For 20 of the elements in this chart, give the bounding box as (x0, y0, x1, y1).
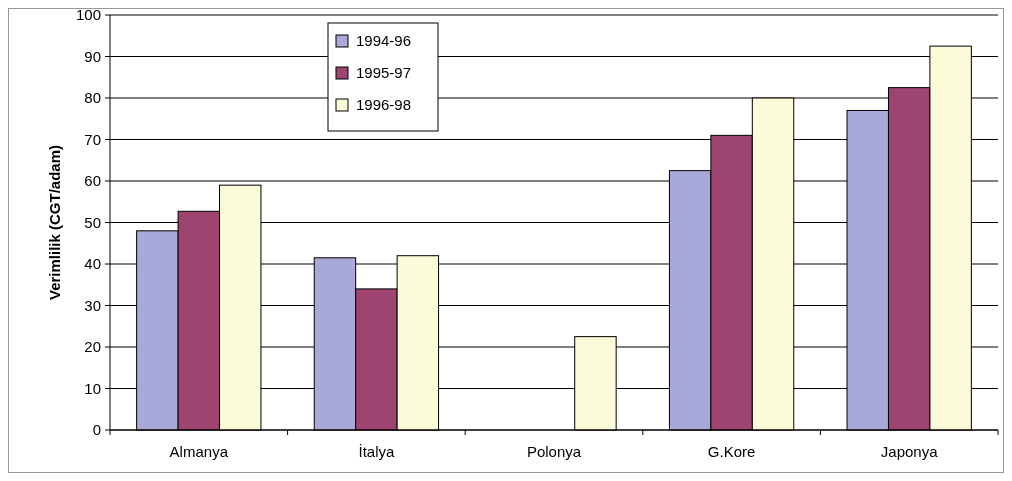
legend-label: 1995-97 (356, 64, 412, 82)
x-tick-label: İtalya (358, 443, 395, 460)
y-tick-label: 100 (75, 6, 101, 24)
y-tick-label: 80 (84, 89, 101, 107)
y-tick-label: 90 (84, 47, 101, 65)
y-tick-label: 30 (84, 296, 101, 314)
y-tick-label: 10 (84, 379, 101, 397)
y-tick-label: 0 (92, 421, 101, 439)
x-tick-label: Polonya (526, 443, 582, 460)
x-tick-label: G.Kore (707, 443, 756, 460)
y-tick-label: 50 (84, 213, 101, 231)
y-axis-title: Verimlilik (CGT/adam) (46, 144, 63, 301)
x-tick-label: Japonya (880, 443, 939, 460)
y-tick-label: 60 (84, 172, 101, 190)
y-tick-label: 40 (84, 255, 101, 273)
legend-label: 1996-98 (356, 96, 412, 114)
y-tick-label: 70 (84, 130, 101, 148)
legend-label: 1994-96 (356, 32, 412, 50)
x-tick-label: Almanya (169, 443, 229, 460)
y-tick-label: 20 (84, 338, 101, 356)
